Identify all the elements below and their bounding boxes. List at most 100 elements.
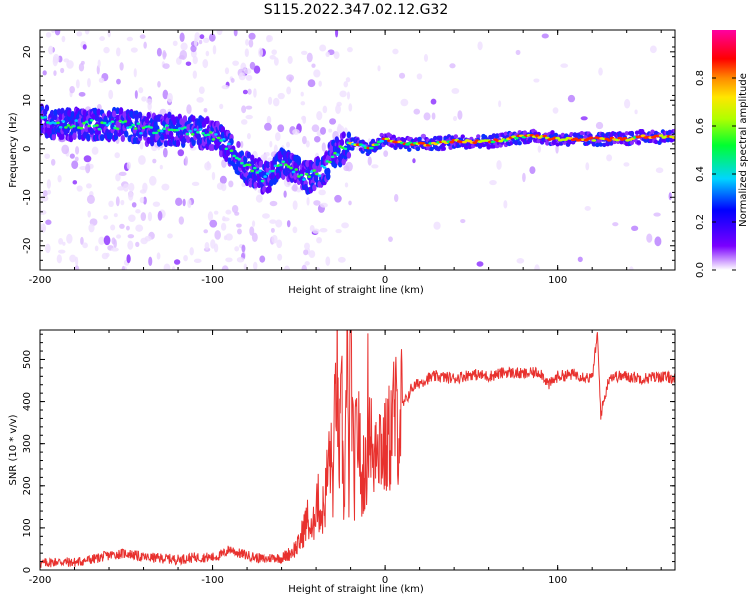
heatmap-ridge-cell	[413, 137, 419, 142]
heatmap-ridge-cell	[149, 139, 155, 147]
heatmap-ridge-peak	[671, 136, 675, 139]
heatmap-speckle	[606, 154, 613, 162]
heatmap-ytick-label: 20	[22, 45, 33, 58]
heatmap-ridge-peak	[607, 139, 612, 142]
heatmap-speckle	[144, 235, 152, 242]
heatmap-speckle	[162, 89, 169, 100]
heatmap-speckle	[534, 264, 540, 270]
heatmap-speckle	[292, 129, 300, 135]
heatmap-ridge-peak	[307, 175, 311, 178]
heatmap-ridge-cell	[508, 140, 514, 146]
heatmap-speckle	[634, 109, 638, 115]
heatmap-ridge-peak	[622, 136, 628, 140]
heatmap-ridge-peak	[255, 171, 260, 174]
heatmap-ridge-cell	[77, 132, 82, 140]
snr-xtick-label: -100	[201, 575, 224, 586]
heatmap-ridge-peak	[260, 179, 265, 183]
heatmap-speckle	[193, 258, 202, 263]
heatmap-speckle	[316, 236, 322, 244]
heatmap-speckle	[167, 233, 173, 239]
heatmap-speckle	[86, 194, 95, 204]
heatmap-speckle	[159, 164, 163, 170]
heatmap-speckle	[348, 200, 352, 206]
heatmap-speckle	[335, 30, 339, 38]
heatmap-ridge-cell	[619, 139, 624, 145]
heatmap-speckle	[314, 135, 321, 143]
heatmap-ridge-cell	[586, 140, 591, 145]
heatmap-speckle	[303, 249, 309, 256]
heatmap-ridge-cell	[72, 133, 77, 141]
heatmap-speckle	[121, 265, 126, 270]
heatmap-xtick-label: 100	[548, 275, 567, 286]
heatmap-ridge-cell	[312, 184, 317, 192]
heatmap-speckle	[80, 236, 84, 245]
heatmap-speckle	[253, 261, 258, 270]
heatmap-ridge-peak	[237, 157, 242, 161]
heatmap-speckle	[476, 261, 484, 267]
heatmap-ridge-cell	[514, 140, 519, 146]
heatmap-speckle	[241, 244, 246, 253]
heatmap-ridge-peak	[149, 126, 154, 129]
heatmap-speckle	[97, 59, 101, 68]
heatmap-speckle	[451, 88, 460, 94]
heatmap-speckle	[147, 102, 152, 111]
heatmap-speckle	[187, 199, 192, 209]
heatmap-speckle	[300, 50, 308, 55]
heatmap-ridge-cell	[667, 129, 673, 135]
heatmap-ridge-cell	[517, 140, 522, 146]
heatmap-ridge-peak	[253, 166, 257, 170]
heatmap-speckle	[117, 186, 125, 191]
heatmap-ridge-peak	[95, 124, 99, 127]
heatmap-speckle	[624, 98, 631, 109]
heatmap-speckle	[325, 51, 330, 57]
heatmap-speckle	[85, 163, 91, 174]
heatmap-speckle	[498, 100, 502, 108]
heatmap-ridge-cell	[325, 168, 331, 176]
heatmap-speckle	[595, 121, 604, 130]
heatmap-speckle	[371, 164, 379, 169]
heatmap-speckle	[286, 141, 290, 148]
heatmap-speckle	[241, 182, 247, 188]
heatmap-speckle	[45, 243, 51, 254]
heatmap-speckle	[277, 124, 285, 133]
heatmap-ridge-cell	[67, 109, 72, 117]
heatmap-ridge-cell	[346, 151, 352, 159]
heatmap-speckle	[433, 221, 441, 230]
heatmap-speckle	[251, 232, 258, 242]
heatmap-speckle	[113, 213, 118, 218]
heatmap-ridge-cell	[503, 131, 509, 136]
heatmap-ridge-cell	[58, 113, 63, 121]
heatmap-speckle	[337, 256, 346, 263]
heatmap-speckle	[88, 223, 95, 233]
heatmap-speckle	[412, 158, 416, 164]
heatmap-ridge-cell	[486, 145, 491, 150]
heatmap-speckle	[416, 73, 423, 80]
heatmap-speckle	[253, 88, 257, 98]
heatmap-speckle	[133, 68, 137, 78]
heatmap-speckle	[260, 154, 268, 161]
heatmap-speckle	[57, 174, 62, 183]
heatmap-ridge-cell	[120, 135, 126, 143]
heatmap-speckle	[343, 165, 350, 172]
heatmap-ridge-peak	[211, 138, 216, 141]
heatmap-speckle	[318, 80, 322, 87]
heatmap-speckle	[189, 247, 194, 256]
heatmap-ridge-peak	[102, 121, 107, 125]
heatmap-ridge-peak	[317, 174, 322, 177]
heatmap-speckle	[171, 266, 176, 270]
heatmap-speckle	[300, 91, 304, 97]
heatmap-speckle	[122, 183, 129, 192]
heatmap-speckle	[249, 61, 256, 70]
heatmap-ridge-peak	[368, 146, 374, 150]
heatmap-speckle	[242, 89, 248, 95]
heatmap-ridge-cell	[118, 107, 124, 115]
heatmap-speckle	[115, 173, 121, 182]
heatmap-speckle	[118, 171, 127, 176]
heatmap-speckle	[135, 209, 141, 214]
heatmap-speckle	[477, 41, 483, 51]
heatmap-speckle	[646, 233, 653, 243]
heatmap-ridge-cell	[94, 114, 100, 122]
heatmap-ridge-peak	[263, 175, 267, 178]
heatmap-ridge-peak	[177, 127, 182, 130]
heatmap-speckle	[653, 212, 661, 217]
